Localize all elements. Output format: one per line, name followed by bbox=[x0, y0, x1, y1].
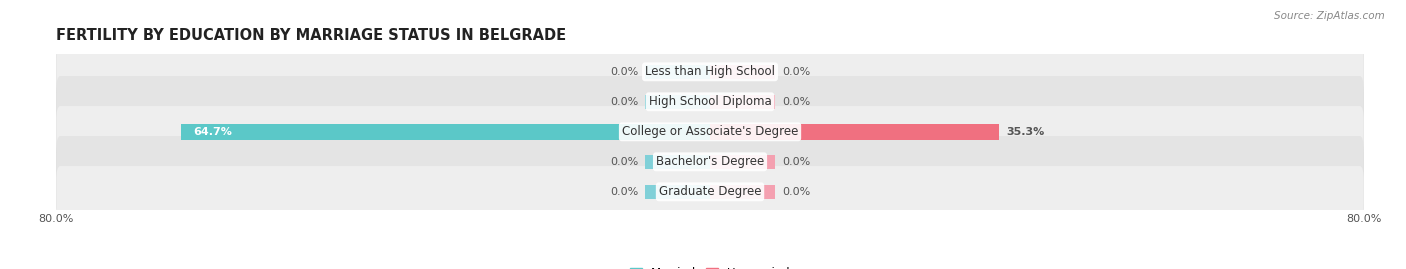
FancyBboxPatch shape bbox=[56, 166, 1364, 218]
FancyBboxPatch shape bbox=[56, 135, 1364, 187]
FancyBboxPatch shape bbox=[56, 46, 1364, 98]
FancyBboxPatch shape bbox=[56, 75, 1364, 128]
Text: 0.0%: 0.0% bbox=[782, 67, 810, 77]
Text: 0.0%: 0.0% bbox=[782, 157, 810, 167]
FancyBboxPatch shape bbox=[56, 76, 1364, 128]
Bar bbox=[710, 124, 998, 140]
Legend: Married, Unmarried: Married, Unmarried bbox=[626, 263, 794, 269]
Text: Graduate Degree: Graduate Degree bbox=[659, 185, 761, 198]
Bar bbox=[644, 185, 710, 199]
Text: 64.7%: 64.7% bbox=[194, 127, 232, 137]
Text: Bachelor's Degree: Bachelor's Degree bbox=[657, 155, 763, 168]
Bar bbox=[644, 95, 710, 109]
Bar bbox=[710, 95, 776, 109]
FancyBboxPatch shape bbox=[56, 136, 1364, 187]
Text: 0.0%: 0.0% bbox=[610, 97, 638, 107]
Text: 0.0%: 0.0% bbox=[610, 157, 638, 167]
Bar bbox=[644, 65, 710, 79]
FancyBboxPatch shape bbox=[56, 165, 1364, 218]
Bar bbox=[710, 185, 776, 199]
Text: 0.0%: 0.0% bbox=[782, 187, 810, 197]
FancyBboxPatch shape bbox=[56, 45, 1364, 98]
Text: 0.0%: 0.0% bbox=[610, 187, 638, 197]
Bar bbox=[181, 124, 710, 140]
Bar bbox=[644, 155, 710, 169]
Text: College or Associate's Degree: College or Associate's Degree bbox=[621, 125, 799, 138]
Text: 35.3%: 35.3% bbox=[1007, 127, 1045, 137]
Text: FERTILITY BY EDUCATION BY MARRIAGE STATUS IN BELGRADE: FERTILITY BY EDUCATION BY MARRIAGE STATU… bbox=[56, 28, 567, 43]
Text: 0.0%: 0.0% bbox=[610, 67, 638, 77]
Bar bbox=[710, 65, 776, 79]
Text: 0.0%: 0.0% bbox=[782, 97, 810, 107]
FancyBboxPatch shape bbox=[56, 106, 1364, 158]
FancyBboxPatch shape bbox=[56, 105, 1364, 158]
Text: Less than High School: Less than High School bbox=[645, 65, 775, 78]
Bar bbox=[710, 155, 776, 169]
Text: High School Diploma: High School Diploma bbox=[648, 95, 772, 108]
Text: Source: ZipAtlas.com: Source: ZipAtlas.com bbox=[1274, 11, 1385, 21]
